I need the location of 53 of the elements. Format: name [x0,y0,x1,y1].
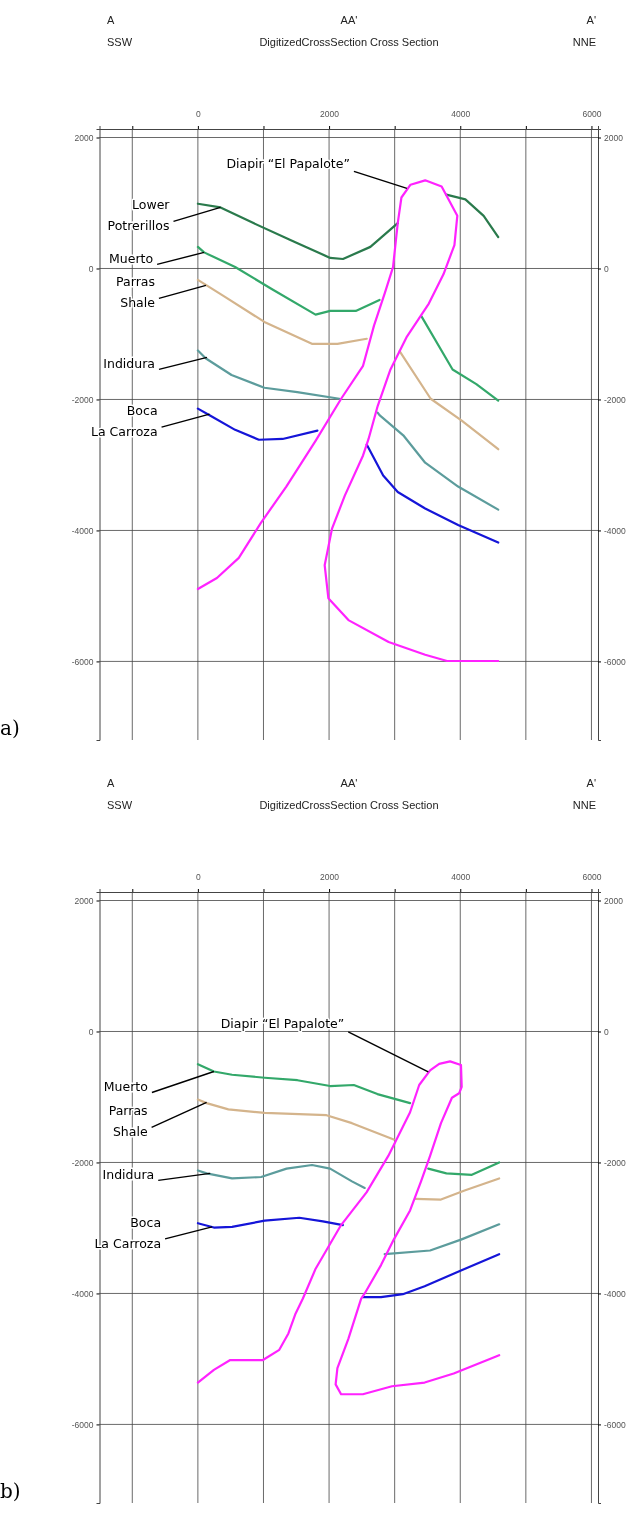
annotation: Indidura [103,355,156,371]
x-tick-label: 4000 [451,872,471,882]
line-series [196,179,500,663]
y2-tick-label: 2000 [604,895,624,906]
text: A [107,777,115,789]
x-tick-label: 2000 [320,872,340,882]
annotation: Muerto [109,250,154,266]
text: A' [586,14,596,26]
y2-tick-label: 0 [604,1026,609,1037]
annotation: Boca La Carroza [94,1214,162,1251]
x-tick-label: 0 [196,872,202,882]
y2-tick-label: -6000 [604,1419,627,1430]
y2-tick-label: -4000 [604,525,627,536]
text: SSW [107,799,133,811]
x-tick-label: 2000 [320,109,340,119]
y-tick-label: 2000 [74,132,94,143]
text: A' [586,777,596,789]
text: SSW [107,36,133,48]
y2-tick-label: -6000 [604,656,627,667]
chart-subtitle: DigitizedCrossSection Cross Section [259,799,439,811]
line-series [196,1060,501,1396]
y2-tick-label: 0 [604,263,609,274]
annotation: Parras Shale [108,1103,148,1140]
annotation: Parras Shale [116,274,156,311]
y2-tick-label: 2000 [604,132,624,143]
annotation: Boca La Carroza [90,403,158,440]
y2-tick-label: -4000 [604,1288,627,1299]
x-tick-label: 6000 [582,872,602,882]
x-tick-label: 4000 [451,109,471,119]
y-tick-label: -6000 [71,656,94,667]
y2-tick-label: -2000 [604,1157,627,1168]
y-tick-label: 0 [88,1026,94,1037]
x-tick-label: 6000 [582,109,602,119]
text: NNE [572,799,596,811]
chart-title: AA' [340,777,358,789]
text: NNE [572,36,596,48]
annotation: Lower Potrerillos [107,197,171,234]
y2-tick-label: -2000 [604,394,627,405]
y-tick-label: -2000 [71,394,94,405]
y-tick-label: -6000 [71,1419,94,1430]
annotation: Muerto [103,1079,148,1094]
chart-title: AA' [340,14,358,26]
y-tick-label: 2000 [74,895,94,906]
y-tick-label: -2000 [71,1157,94,1168]
text: A [107,14,115,26]
annotation: Indidura [102,1166,155,1182]
text: a) [0,716,20,740]
chart-subtitle: DigitizedCrossSection Cross Section [259,36,439,48]
text: b) [0,1479,21,1503]
y-tick-label: -4000 [71,1288,94,1299]
y-tick-label: 0 [88,263,94,274]
y-tick-label: -4000 [71,525,94,536]
x-tick-label: 0 [196,109,202,119]
